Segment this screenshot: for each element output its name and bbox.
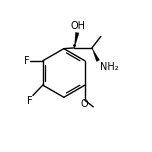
Text: O: O — [81, 99, 88, 109]
Polygon shape — [74, 32, 79, 48]
Text: F: F — [27, 96, 32, 106]
Polygon shape — [92, 48, 100, 62]
Text: OH: OH — [71, 21, 85, 31]
Text: F: F — [24, 56, 29, 66]
Text: NH₂: NH₂ — [100, 62, 118, 72]
